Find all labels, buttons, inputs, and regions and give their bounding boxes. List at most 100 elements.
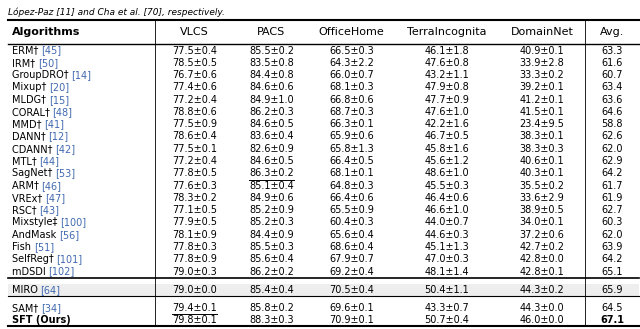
Text: 40.6±0.1: 40.6±0.1: [520, 156, 564, 166]
Text: 44.3±0.2: 44.3±0.2: [520, 285, 564, 295]
Text: [20]: [20]: [49, 82, 69, 92]
Text: OfficeHome: OfficeHome: [319, 27, 385, 37]
Text: 66.0±0.7: 66.0±0.7: [329, 70, 374, 80]
Text: ERM†: ERM†: [12, 45, 41, 56]
Text: 65.9: 65.9: [601, 285, 623, 295]
Text: 41.2±0.1: 41.2±0.1: [520, 95, 564, 105]
Text: 60.3: 60.3: [602, 217, 623, 227]
Text: 83.6±0.4: 83.6±0.4: [249, 132, 294, 141]
Text: 84.4±0.8: 84.4±0.8: [249, 70, 294, 80]
Text: 45.1±1.3: 45.1±1.3: [424, 242, 469, 252]
Text: 63.6: 63.6: [602, 95, 623, 105]
Text: 62.9: 62.9: [601, 156, 623, 166]
Text: 78.3±0.2: 78.3±0.2: [172, 193, 217, 203]
Text: TerraIncognita: TerraIncognita: [407, 27, 486, 37]
Text: 23.4±9.5: 23.4±9.5: [520, 119, 564, 129]
Text: AndMask: AndMask: [12, 230, 59, 240]
Text: 46.6±1.0: 46.6±1.0: [424, 205, 469, 215]
Text: 44.6±0.3: 44.6±0.3: [424, 230, 469, 240]
Text: 78.1±0.9: 78.1±0.9: [172, 230, 217, 240]
Text: DomainNet: DomainNet: [511, 27, 573, 37]
Text: 68.1±0.3: 68.1±0.3: [329, 82, 374, 92]
Text: 85.2±0.3: 85.2±0.3: [249, 217, 294, 227]
Text: [46]: [46]: [42, 181, 61, 190]
Text: 64.2: 64.2: [601, 254, 623, 264]
Text: 62.0: 62.0: [601, 144, 623, 154]
Text: 77.4±0.6: 77.4±0.6: [172, 82, 217, 92]
Text: 77.5±0.4: 77.5±0.4: [172, 45, 217, 56]
Text: 85.1±0.4: 85.1±0.4: [249, 181, 294, 190]
Text: 42.2±1.6: 42.2±1.6: [424, 119, 469, 129]
Text: 63.9: 63.9: [602, 242, 623, 252]
Text: 88.3±0.3: 88.3±0.3: [249, 315, 294, 325]
Text: 77.2±0.4: 77.2±0.4: [172, 156, 217, 166]
Text: MMD†: MMD†: [12, 119, 44, 129]
Text: 82.6±0.9: 82.6±0.9: [249, 144, 294, 154]
Text: [12]: [12]: [49, 132, 68, 141]
Text: 45.6±1.2: 45.6±1.2: [424, 156, 469, 166]
Text: 66.8±0.6: 66.8±0.6: [329, 95, 374, 105]
Text: 38.3±0.1: 38.3±0.1: [520, 132, 564, 141]
Text: Avg.: Avg.: [600, 27, 624, 37]
Text: SFT (Ours): SFT (Ours): [12, 315, 70, 325]
Text: 47.0±0.3: 47.0±0.3: [424, 254, 469, 264]
Text: 84.6±0.6: 84.6±0.6: [249, 82, 294, 92]
Text: 64.5: 64.5: [601, 303, 623, 313]
Text: 38.9±0.5: 38.9±0.5: [520, 205, 564, 215]
Text: [50]: [50]: [38, 58, 58, 68]
Text: [48]: [48]: [52, 107, 72, 117]
Text: 69.6±0.1: 69.6±0.1: [329, 303, 374, 313]
Text: 47.9±0.8: 47.9±0.8: [424, 82, 469, 92]
Text: 78.6±0.4: 78.6±0.4: [172, 132, 217, 141]
Text: [42]: [42]: [55, 144, 76, 154]
Text: [64]: [64]: [40, 285, 61, 295]
Text: 78.5±0.5: 78.5±0.5: [172, 58, 217, 68]
Text: MTL†: MTL†: [12, 156, 40, 166]
Text: 77.9±0.5: 77.9±0.5: [172, 217, 217, 227]
Text: 46.7±0.5: 46.7±0.5: [424, 132, 469, 141]
Text: [47]: [47]: [45, 193, 65, 203]
Text: 86.3±0.2: 86.3±0.2: [249, 168, 294, 178]
Text: [43]: [43]: [39, 205, 60, 215]
Text: 64.3±2.2: 64.3±2.2: [329, 58, 374, 68]
Text: 65.5±0.9: 65.5±0.9: [329, 205, 374, 215]
Text: 60.7: 60.7: [601, 70, 623, 80]
Text: 42.7±0.2: 42.7±0.2: [520, 242, 564, 252]
Text: 65.8±1.3: 65.8±1.3: [329, 144, 374, 154]
Text: [56]: [56]: [59, 230, 79, 240]
Text: 46.1±1.8: 46.1±1.8: [424, 45, 469, 56]
Text: 77.5±0.9: 77.5±0.9: [172, 119, 217, 129]
Text: [44]: [44]: [40, 156, 60, 166]
Text: 68.6±0.4: 68.6±0.4: [329, 242, 374, 252]
Text: 64.8±0.3: 64.8±0.3: [329, 181, 374, 190]
Text: 66.5±0.3: 66.5±0.3: [329, 45, 374, 56]
Text: Algorithms: Algorithms: [12, 27, 80, 37]
Text: 63.3: 63.3: [602, 45, 623, 56]
Text: 58.8: 58.8: [601, 119, 623, 129]
Text: 39.2±0.1: 39.2±0.1: [520, 82, 564, 92]
Text: [53]: [53]: [55, 168, 75, 178]
Text: SelfReg†: SelfReg†: [12, 254, 56, 264]
Text: [45]: [45]: [41, 45, 61, 56]
Text: 38.3±0.3: 38.3±0.3: [520, 144, 564, 154]
Text: [100]: [100]: [60, 217, 86, 227]
Text: 79.4±0.1: 79.4±0.1: [172, 303, 217, 313]
Text: VLCS: VLCS: [180, 27, 209, 37]
Text: [102]: [102]: [49, 266, 75, 277]
Text: 42.8±0.0: 42.8±0.0: [520, 254, 564, 264]
Text: 77.8±0.3: 77.8±0.3: [172, 242, 217, 252]
Text: 34.0±0.1: 34.0±0.1: [520, 217, 564, 227]
Text: 45.5±0.3: 45.5±0.3: [424, 181, 469, 190]
Text: 68.7±0.3: 68.7±0.3: [329, 107, 374, 117]
Text: 62.7: 62.7: [601, 205, 623, 215]
Text: 65.1: 65.1: [601, 266, 623, 277]
Text: 61.7: 61.7: [601, 181, 623, 190]
Text: 70.9±0.1: 70.9±0.1: [329, 315, 374, 325]
Text: 85.4±0.4: 85.4±0.4: [249, 285, 294, 295]
Text: 79.8±0.1: 79.8±0.1: [172, 315, 217, 325]
Text: 66.3±0.1: 66.3±0.1: [329, 119, 374, 129]
Text: [15]: [15]: [49, 95, 68, 105]
Text: 44.3±0.0: 44.3±0.0: [520, 303, 564, 313]
Text: [101]: [101]: [56, 254, 83, 264]
Text: 77.5±0.1: 77.5±0.1: [172, 144, 217, 154]
